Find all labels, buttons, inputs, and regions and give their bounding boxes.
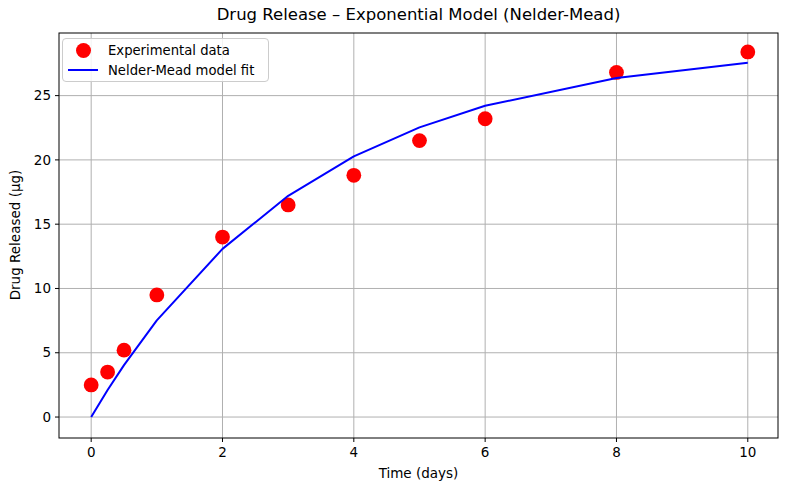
line-marker-icon [68,60,98,80]
data-point [346,168,361,183]
y-tick-label: 15 [34,216,51,232]
red-dot-icon [76,43,91,58]
x-tick-label: 8 [612,444,621,460]
data-point [412,133,427,148]
axes-frame [59,33,778,438]
data-point [478,111,493,126]
x-tick-label: 10 [739,444,756,460]
data-point [84,378,99,393]
data-point [740,45,755,60]
x-axis-label: Time (days) [59,465,778,481]
y-tick-label: 20 [34,152,51,168]
y-tick-label: 0 [42,409,51,425]
y-tick-label: 25 [34,87,51,103]
legend: Experimental data Nelder-Mead model fit [62,38,269,82]
y-tick-label: 5 [42,344,51,360]
y-tick-label: 10 [34,280,51,296]
x-tick-label: 6 [481,444,490,460]
data-point [149,288,164,303]
scatter-marker-icon [68,40,98,60]
x-tick-label: 4 [350,444,359,460]
y-axis-label: Drug Released (µg) [7,170,23,301]
data-point [100,365,115,380]
blue-line-icon [68,69,98,71]
data-point [117,343,132,358]
legend-item-model-fit: Nelder-Mead model fit [68,60,258,80]
chart-title: Drug Release – Exponential Model (Nelder… [59,5,778,24]
fit-line [91,63,748,417]
legend-item-experimental-data: Experimental data [68,40,258,60]
legend-label: Nelder-Mead model fit [108,63,254,78]
x-tick-label: 0 [87,444,96,460]
x-tick-label: 2 [218,444,227,460]
data-point [215,230,230,245]
legend-label: Experimental data [108,43,230,58]
figure: 0 2 4 6 8 10 0 5 10 15 20 25 Drug Release – Exponen… [0,0,790,490]
